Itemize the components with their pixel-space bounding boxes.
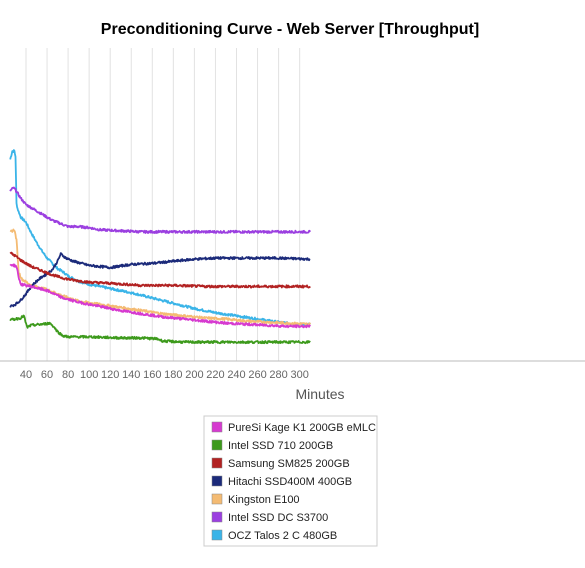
series-line — [9, 186, 311, 234]
legend-swatch — [211, 421, 223, 433]
x-axis-label: Minutes — [295, 386, 344, 402]
x-tick-label: 260 — [248, 369, 266, 381]
series-line — [9, 263, 311, 329]
x-tick-labels: 40 60 80 100 120 140 160 180 200 220 240 260 280 300 — [20, 369, 309, 381]
legend-swatch — [211, 493, 223, 505]
legend-swatch — [211, 439, 223, 451]
legend-swatch — [211, 511, 223, 523]
legend-label: Kingston E100 — [228, 494, 300, 506]
series-line — [9, 252, 311, 308]
legend-label: Hitachi SSD400M 400GB — [228, 476, 352, 488]
legend-label: Intel SSD DC S3700 — [228, 512, 328, 524]
legend-label: Samsung SM825 200GB — [228, 458, 350, 470]
plot-lines — [9, 149, 311, 345]
x-tick-label: 180 — [164, 369, 182, 381]
x-tick-label: 240 — [227, 369, 245, 381]
x-tick-label: 200 — [185, 369, 203, 381]
series-line — [9, 149, 311, 327]
x-tick-label: 280 — [269, 369, 287, 381]
series-line — [9, 228, 311, 327]
series-line — [9, 251, 311, 289]
x-tick-label: 100 — [80, 369, 98, 381]
x-tick-label: 220 — [206, 369, 224, 381]
legend-swatch — [211, 475, 223, 487]
x-tick-label: 140 — [122, 369, 140, 381]
legend-swatch — [211, 529, 223, 541]
x-tick-label: 300 — [290, 369, 308, 381]
legend-label: OCZ Talos 2 C 480GB — [228, 530, 337, 542]
legend: PureSi Kage K1 200GB eMLC Intel SSD 710 2… — [203, 415, 378, 547]
x-tick-label: 60 — [41, 369, 53, 381]
legend-swatch — [211, 457, 223, 469]
grid — [25, 48, 301, 361]
x-tick-label: 120 — [101, 369, 119, 381]
chart-title: Preconditioning Curve - Web Server [Thro… — [101, 21, 479, 38]
legend-box — [203, 415, 378, 547]
x-tick-label: 80 — [62, 369, 74, 381]
legend-label: Intel SSD 710 200GB — [228, 440, 333, 452]
series-line — [9, 314, 311, 345]
x-tick-label: 40 — [20, 369, 32, 381]
legend-label: PureSi Kage K1 200GB eMLC — [228, 422, 376, 434]
x-tick-label: 160 — [143, 369, 161, 381]
